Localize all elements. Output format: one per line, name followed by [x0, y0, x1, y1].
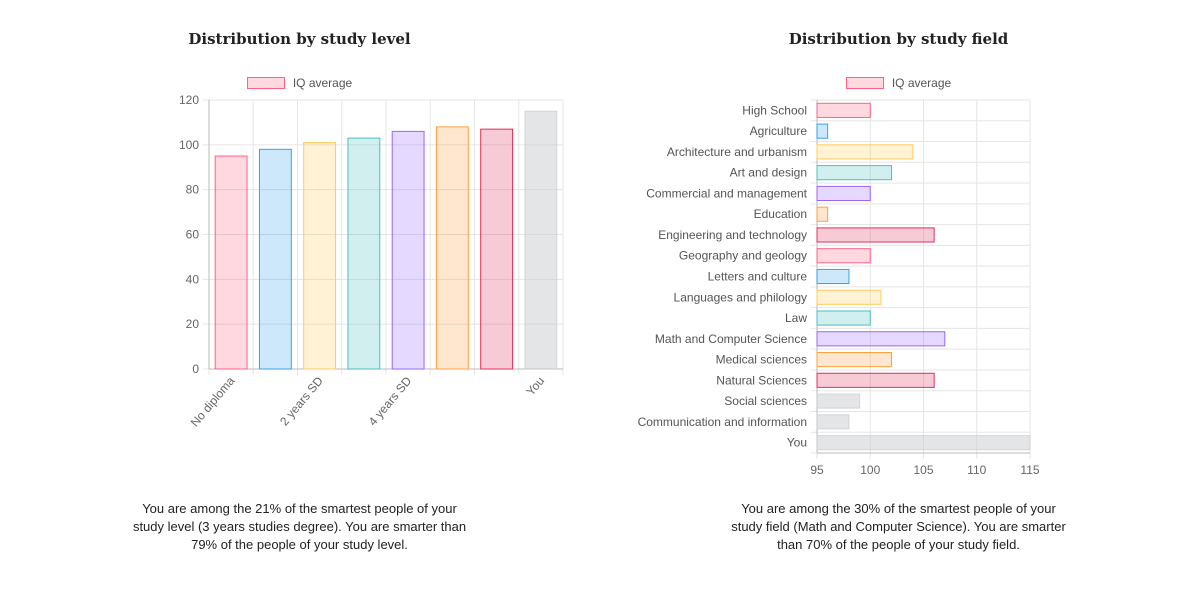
caption-line: You are among the 21% of the smartest pe… [142, 501, 457, 516]
y-tick-label: 100 [179, 138, 199, 152]
x-tick-label: No diploma [188, 374, 238, 430]
bar [816, 289, 882, 305]
bar [816, 435, 1031, 451]
y-tick-label: Languages and philology [674, 290, 807, 304]
x-tick-label: You [523, 374, 547, 399]
study-level-caption: You are among the 21% of the smartest pe… [0, 500, 599, 554]
y-tick-label: Commercial and management [646, 186, 807, 200]
chart-title: Distribution by study level [188, 30, 411, 48]
bar [816, 227, 935, 243]
bar [480, 128, 514, 370]
bar [816, 123, 829, 139]
bar [258, 148, 292, 370]
y-tick-label: Agriculture [750, 124, 808, 138]
y-tick-label: High School [742, 103, 807, 117]
caption-line: than 70% of the people of your study fie… [777, 537, 1020, 552]
bar [816, 372, 935, 388]
bar [816, 248, 871, 264]
y-tick-label: Social sciences [724, 394, 807, 408]
y-tick-label: You [787, 436, 807, 450]
bar [816, 206, 829, 222]
bar [816, 165, 893, 181]
y-tick-label: Geography and geology [679, 249, 807, 263]
x-tick-label: 110 [967, 463, 986, 477]
legend-label: IQ average [292, 76, 353, 90]
y-tick-label: Letters and culture [708, 270, 808, 284]
y-tick-label: 120 [179, 93, 199, 107]
bar [816, 351, 893, 368]
study-field-bar-chart: 95 100 105 110 115 High School Agriculture Arch… [638, 99, 1040, 477]
caption-line: study level (3 years studies degree). Yo… [132, 519, 467, 534]
study-field-caption: You are among the 30% of the smartest pe… [599, 500, 1198, 554]
bar [391, 130, 425, 370]
y-tick-label: 0 [192, 362, 199, 376]
y-tick-label: Art and design [730, 166, 807, 180]
x-tick-label: 115 [1020, 463, 1039, 477]
y-tick-label: Medical sciences [716, 353, 807, 367]
y-tick-label: Architecture and urbanism [667, 145, 807, 159]
study-field-panel: Distribution by study field IQ average 9… [599, 0, 1198, 590]
y-tick-label: 40 [186, 272, 200, 286]
bar [816, 102, 871, 118]
bar [816, 185, 871, 202]
x-tick-label: 95 [810, 463, 824, 477]
bar [347, 137, 381, 370]
bar [816, 144, 914, 160]
x-tick-label: 4 years SD [366, 374, 415, 429]
bar [303, 142, 337, 370]
bar [435, 126, 469, 370]
legend-swatch [845, 77, 884, 89]
y-tick-label: Communication and information [638, 415, 807, 429]
y-tick-label: 80 [186, 183, 200, 197]
y-tick-label: Math and Computer Science [655, 332, 807, 346]
legend-swatch [246, 77, 285, 89]
y-tick-label: Law [785, 311, 807, 325]
caption-line: 79% of the people of your study level. [191, 537, 408, 552]
caption-line: You are among the 30% of the smartest pe… [741, 501, 1056, 516]
x-tick-label: 105 [913, 463, 933, 477]
bar [816, 268, 850, 285]
x-tick-label: 100 [860, 463, 880, 477]
bar [816, 393, 861, 409]
y-tick-label: 20 [186, 317, 200, 331]
chart-title: Distribution by study field [788, 30, 1009, 48]
bar [816, 310, 871, 326]
chart-legend[interactable]: IQ average [0, 76, 599, 90]
study-level-panel: Distribution by study level IQ average 0… [0, 30, 599, 554]
bar [524, 110, 558, 370]
y-tick-label: Engineering and technology [658, 228, 807, 242]
y-tick-label: Education [754, 207, 807, 221]
legend-label: IQ average [891, 76, 952, 90]
study-level-bar-chart: 0 20 40 60 80 100 120 No diploma 2 years SD 4 yea… [179, 93, 564, 430]
x-tick-label: 2 years SD [277, 374, 326, 429]
bar [816, 331, 946, 347]
y-tick-label: Natural Sciences [716, 373, 807, 387]
bar [214, 155, 248, 370]
chart-legend[interactable]: IQ average [599, 76, 1198, 90]
bar [816, 414, 850, 430]
caption-line: study field (Math and Computer Science).… [731, 519, 1066, 534]
y-tick-label: 60 [186, 228, 200, 242]
